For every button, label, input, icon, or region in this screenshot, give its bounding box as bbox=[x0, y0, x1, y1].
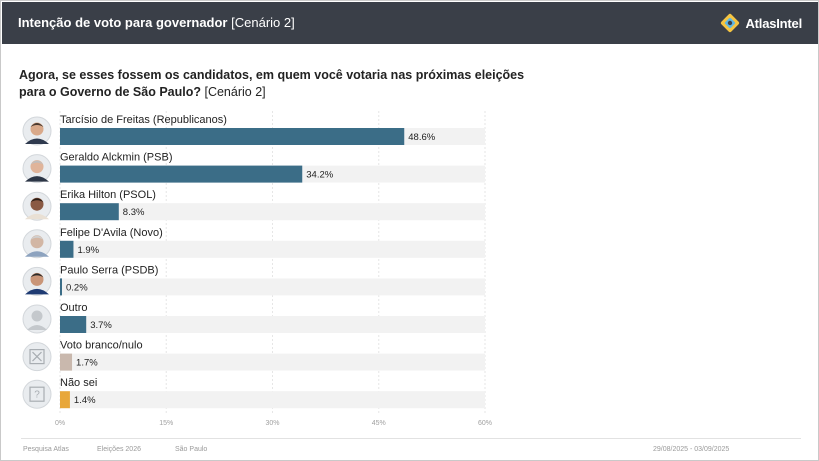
person-photo-icon bbox=[22, 154, 52, 184]
chart-title: Intenção de voto para governador [Cenári… bbox=[18, 15, 295, 30]
question-suffix: [Cenário 2] bbox=[204, 85, 266, 99]
brand-logo: AtlasIntel bbox=[720, 13, 802, 33]
bar-chart: 0% 15% 30% 45% 60% Tarcísio de Freitas (Repub… bbox=[22, 111, 492, 427]
footer-source: Pesquisa Atlas bbox=[23, 446, 69, 453]
data-label: 0.2% bbox=[66, 282, 88, 293]
data-label: 48.6% bbox=[408, 132, 435, 143]
question-box-icon: ? bbox=[22, 379, 52, 409]
survey-question: Agora, se esses fossem os candidatos, em… bbox=[19, 67, 539, 101]
person-photo-icon bbox=[22, 266, 52, 296]
x-tick-label: 15% bbox=[159, 420, 173, 427]
category-label: Geraldo Alckmin (PSB) bbox=[60, 152, 172, 164]
category-label: Outro bbox=[60, 302, 88, 314]
person-photo-icon bbox=[22, 116, 52, 146]
atlasintel-logo-icon bbox=[721, 13, 740, 33]
bar-track bbox=[60, 240, 485, 258]
footer-election: Eleições 2026 bbox=[97, 446, 141, 453]
data-label: 3.7% bbox=[90, 320, 112, 331]
category-label: Tarcísio de Freitas (Republicanos) bbox=[60, 114, 227, 126]
chart-title-scenario: [Cenário 2] bbox=[231, 15, 295, 30]
x-tick-label: 0% bbox=[55, 420, 65, 427]
bar-track bbox=[60, 316, 485, 333]
person-photo-icon bbox=[22, 191, 52, 221]
x-tick-label: 45% bbox=[372, 420, 386, 427]
bar-track bbox=[60, 278, 485, 296]
x-box-icon bbox=[22, 342, 52, 372]
x-tick-label: 30% bbox=[265, 420, 279, 427]
bar-track bbox=[60, 203, 485, 221]
data-label: 34.2% bbox=[306, 170, 333, 181]
data-label: 1.4% bbox=[74, 395, 96, 406]
category-label: Erika Hilton (PSOL) bbox=[60, 189, 156, 201]
data-label: 8.3% bbox=[123, 207, 145, 218]
footer-dates: 29/08/2025 - 03/09/2025 bbox=[653, 446, 730, 453]
person-photo-icon bbox=[22, 229, 52, 259]
bar bbox=[60, 240, 74, 258]
bar-track bbox=[60, 353, 485, 371]
question-text: Agora, se esses fossem os candidatos, em… bbox=[19, 68, 525, 99]
bar bbox=[60, 278, 62, 296]
chart-title-main: Intenção de voto para governador bbox=[18, 15, 228, 30]
data-label: 1.9% bbox=[77, 245, 99, 256]
x-tick-label: 60% bbox=[478, 420, 492, 427]
bar-track bbox=[60, 391, 485, 409]
brand-name: AtlasIntel bbox=[745, 15, 802, 31]
footer: Pesquisa Atlas Eleições 2026 São Paulo 2… bbox=[21, 438, 801, 453]
footer-place: São Paulo bbox=[175, 446, 208, 453]
bar bbox=[60, 353, 73, 371]
category-label: Não sei bbox=[60, 377, 97, 389]
category-label: Voto branco/nulo bbox=[60, 340, 143, 352]
bar bbox=[60, 391, 70, 409]
bar bbox=[60, 128, 405, 145]
category-label: Felipe D'Avila (Novo) bbox=[60, 227, 163, 239]
header-bar: Intenção de voto para governador [Cenári… bbox=[2, 2, 818, 44]
generic-person-icon bbox=[22, 304, 52, 334]
bar bbox=[60, 316, 87, 333]
category-label: Paulo Serra (PSDB) bbox=[60, 264, 158, 276]
bar bbox=[60, 203, 119, 221]
bar bbox=[60, 165, 303, 183]
svg-text:?: ? bbox=[34, 390, 40, 401]
data-label: 1.7% bbox=[76, 358, 98, 369]
